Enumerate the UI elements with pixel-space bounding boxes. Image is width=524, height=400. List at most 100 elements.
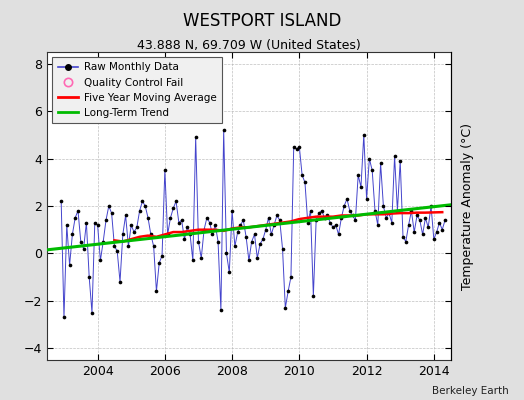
Point [432,229,441,235]
Point [77,238,85,245]
Point [133,224,141,230]
Point [301,179,309,186]
Point [105,203,113,209]
Point [413,212,421,219]
Point [205,219,214,226]
Point [191,134,200,140]
Point [284,288,292,294]
Point [351,217,359,224]
Point [259,236,267,242]
Point [231,243,239,250]
Point [178,217,186,224]
Point [320,215,329,221]
Point [393,208,401,214]
Point [107,210,116,216]
Point [172,198,180,204]
Point [180,236,189,242]
Point [298,172,307,178]
Point [214,238,222,245]
Legend: Raw Monthly Data, Quality Control Fail, Five Year Moving Average, Long-Term Tren: Raw Monthly Data, Quality Control Fail, … [52,57,222,123]
Point [287,274,295,280]
Point [197,255,205,261]
Point [315,210,323,216]
Point [60,314,68,320]
Point [245,257,253,264]
Point [163,231,172,238]
Point [127,222,135,228]
Point [91,219,99,226]
Point [292,146,301,152]
Point [135,208,144,214]
Point [401,238,410,245]
Point [363,196,371,202]
Point [57,198,66,204]
Point [194,238,203,245]
Point [382,215,390,221]
Point [116,279,124,285]
Point [368,167,376,174]
Point [419,231,427,238]
Point [247,238,256,245]
Point [209,231,217,238]
Point [261,226,270,233]
Point [430,236,438,242]
Point [312,217,320,224]
Point [144,215,152,221]
Point [253,255,261,261]
Point [256,241,264,247]
Point [102,217,110,224]
Point [354,172,363,178]
Point [62,222,71,228]
Point [220,127,228,133]
Point [242,234,250,240]
Point [186,231,194,238]
Text: WESTPORT ISLAND: WESTPORT ISLAND [183,12,341,30]
Point [203,215,211,221]
Point [309,293,318,299]
Point [379,203,388,209]
Point [200,226,208,233]
Point [270,222,278,228]
Point [225,269,234,276]
Point [68,231,77,238]
Point [438,226,446,233]
Point [290,144,298,150]
Point [276,217,284,224]
Point [122,212,130,219]
Point [427,203,435,209]
Point [399,234,407,240]
Point [307,208,315,214]
Point [346,208,354,214]
Point [110,243,118,250]
Point [410,229,419,235]
Point [71,215,79,221]
Point [396,158,405,164]
Point [359,132,368,138]
Point [390,153,399,160]
Point [421,215,430,221]
Point [228,208,236,214]
Point [374,222,382,228]
Point [323,212,332,219]
Point [217,307,225,314]
Point [326,219,334,226]
Point [424,224,432,230]
Point [99,238,107,245]
Point [340,203,348,209]
Point [141,203,149,209]
Point [158,252,166,259]
Point [155,260,163,266]
Point [236,222,245,228]
Point [239,217,247,224]
Point [66,262,74,268]
Point [183,224,191,230]
Point [295,144,303,150]
Point [234,229,242,235]
Y-axis label: Temperature Anomaly (°C): Temperature Anomaly (°C) [461,122,474,290]
Point [113,248,122,254]
Point [85,274,93,280]
Point [96,257,105,264]
Point [250,231,259,238]
Point [334,231,343,238]
Text: Berkeley Earth: Berkeley Earth [432,386,508,396]
